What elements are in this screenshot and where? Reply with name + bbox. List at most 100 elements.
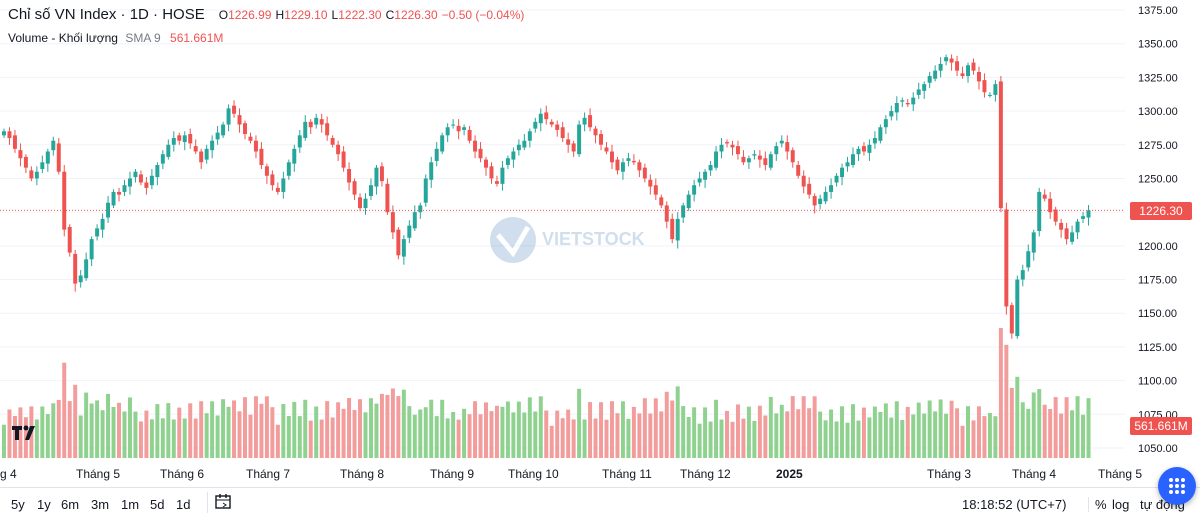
volume-bar bbox=[275, 424, 280, 458]
candle-body bbox=[626, 158, 631, 161]
candle-body bbox=[100, 218, 105, 230]
range-1d-button[interactable]: 1d bbox=[176, 497, 191, 512]
candle-body bbox=[708, 164, 713, 171]
candle-body bbox=[1075, 221, 1080, 233]
volume-bar bbox=[741, 418, 746, 458]
volume-bar bbox=[341, 408, 346, 458]
candle-body bbox=[966, 65, 970, 77]
range-5y-button[interactable]: 5y bbox=[11, 497, 25, 512]
volume-bar bbox=[555, 410, 560, 458]
candle-body bbox=[949, 58, 954, 63]
volume-bar bbox=[1086, 398, 1091, 458]
candle-body bbox=[768, 154, 773, 168]
candle-body bbox=[840, 167, 845, 178]
volume-bar bbox=[494, 405, 499, 458]
volume-bar bbox=[462, 408, 467, 458]
volume-bar bbox=[314, 406, 319, 458]
candle-body bbox=[829, 185, 834, 192]
range-5d-button[interactable]: 5d bbox=[150, 497, 165, 512]
candle-body bbox=[358, 197, 363, 209]
candle-body bbox=[1026, 251, 1031, 268]
volume-bar bbox=[18, 407, 23, 458]
log-toggle[interactable]: log bbox=[1112, 497, 1130, 512]
volume-bar bbox=[626, 418, 631, 458]
candle-body bbox=[204, 148, 209, 160]
percent-toggle[interactable]: % bbox=[1088, 497, 1107, 512]
candle-body bbox=[1048, 198, 1053, 213]
candle-body bbox=[401, 239, 406, 257]
grid-icon bbox=[1169, 478, 1185, 494]
candle-body bbox=[549, 121, 554, 125]
volume-bar bbox=[697, 423, 702, 458]
volume-bar bbox=[374, 403, 379, 458]
calendar-icon[interactable] bbox=[207, 492, 232, 513]
time-tick-label: 2025 bbox=[776, 467, 803, 481]
volume-bar bbox=[703, 407, 708, 458]
volume-bar bbox=[111, 407, 116, 458]
symbol-title[interactable]: Chỉ số VN Index · 1D · HOSE bbox=[8, 6, 205, 23]
candle-body bbox=[905, 102, 910, 105]
volume-bar bbox=[292, 401, 297, 458]
clock-time[interactable]: 18:18:52 (UTC+7) bbox=[962, 497, 1067, 512]
range-3m-button[interactable]: 3m bbox=[91, 497, 110, 512]
volume-bar bbox=[45, 414, 50, 458]
candle-body bbox=[478, 148, 483, 159]
volume-bar bbox=[834, 421, 839, 458]
candle-body bbox=[171, 138, 176, 145]
chart-grid bbox=[0, 9, 1125, 449]
candle-body bbox=[779, 140, 784, 144]
candle-body bbox=[62, 171, 67, 230]
volume-bar bbox=[588, 402, 593, 458]
range-6m-button[interactable]: 6m bbox=[61, 497, 80, 512]
volume-bar bbox=[270, 407, 275, 458]
candle-body bbox=[275, 187, 280, 192]
candle-body bbox=[226, 108, 231, 125]
candle-body bbox=[18, 150, 23, 159]
candle-body bbox=[752, 154, 757, 156]
candle-body bbox=[856, 148, 861, 155]
range-1m-button[interactable]: 1m bbox=[121, 497, 140, 512]
candle-body bbox=[341, 151, 346, 168]
volume-bar bbox=[106, 393, 111, 458]
volume-bar bbox=[560, 418, 565, 458]
candle-body bbox=[883, 119, 888, 128]
range-1y-button[interactable]: 1y bbox=[37, 497, 51, 512]
price-volume-chart[interactable]: 1375.00 1350.00 1325.00 1300.00 1275.00 1250.… bbox=[0, 0, 1200, 487]
volume-bar bbox=[993, 416, 998, 458]
candle-body bbox=[527, 131, 532, 141]
volume-bar bbox=[982, 416, 987, 458]
candle-body bbox=[631, 160, 636, 163]
volume-bar bbox=[1015, 376, 1020, 458]
high-value: 1229.10 bbox=[284, 7, 328, 22]
volume-label[interactable]: Volume - Khối lượng bbox=[8, 31, 118, 45]
volume-bar bbox=[237, 411, 242, 458]
candle-body bbox=[40, 162, 45, 170]
volume-bar bbox=[768, 397, 773, 458]
volume-bar bbox=[1053, 397, 1058, 458]
candle-body bbox=[188, 133, 193, 144]
grid-menu-button[interactable] bbox=[1158, 467, 1196, 505]
volume-bar bbox=[445, 418, 450, 458]
volume-bar bbox=[818, 411, 823, 458]
volume-bar bbox=[166, 403, 171, 458]
candle-body bbox=[599, 133, 604, 145]
candle-body bbox=[445, 127, 450, 136]
tradingview-logo[interactable] bbox=[10, 422, 40, 446]
candle-body bbox=[944, 57, 949, 62]
candle-body bbox=[390, 212, 395, 233]
volume-bar bbox=[407, 406, 412, 458]
candle-body bbox=[473, 140, 478, 152]
time-tick-label: Tháng 8 bbox=[340, 467, 384, 481]
candle-body bbox=[653, 185, 658, 195]
candle-body bbox=[938, 63, 943, 71]
volume-bar bbox=[861, 407, 866, 458]
candle-body bbox=[259, 148, 264, 165]
volume-bar bbox=[631, 406, 636, 458]
candle-body bbox=[286, 162, 291, 176]
candle-body bbox=[670, 218, 675, 240]
price-tick-label: 1200.00 bbox=[1138, 241, 1178, 253]
volume-bar bbox=[155, 404, 160, 458]
candle-body bbox=[237, 115, 242, 125]
volume-bar bbox=[714, 399, 719, 458]
volume-tag: 561.661M bbox=[1130, 417, 1192, 435]
